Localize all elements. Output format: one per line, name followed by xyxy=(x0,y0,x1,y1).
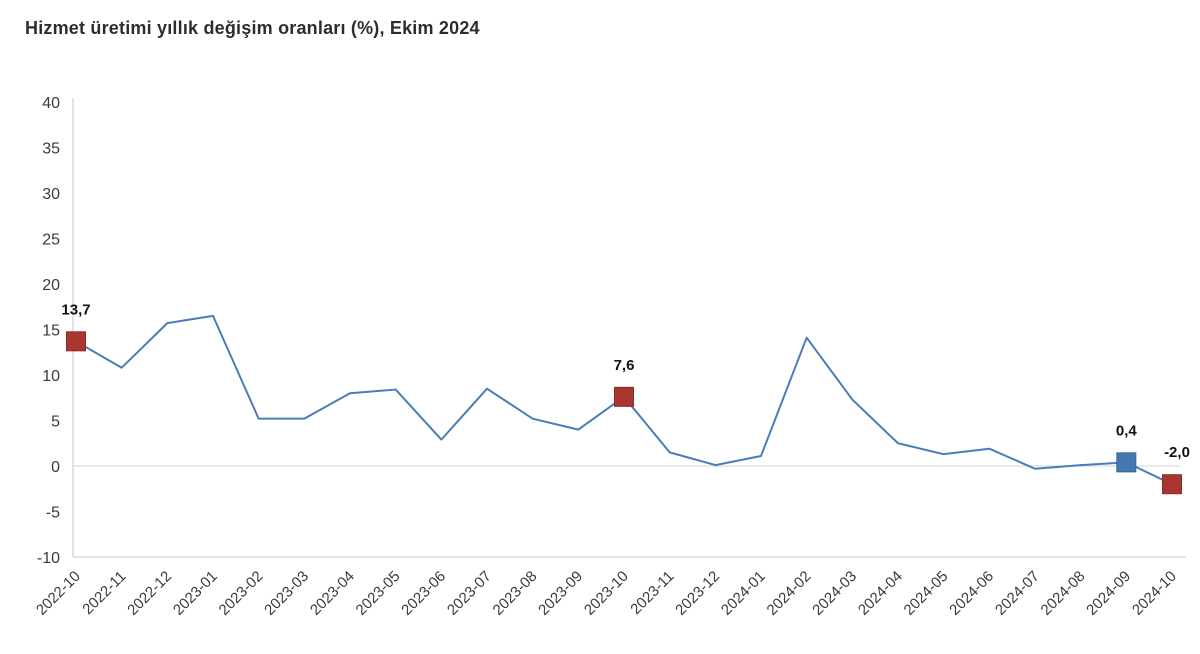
x-axis-label: 2024-06 xyxy=(946,568,997,619)
x-axis-label: 2024-02 xyxy=(764,568,815,619)
y-axis-label: 35 xyxy=(42,141,60,158)
x-axis-label: 2024-08 xyxy=(1038,568,1089,619)
x-axis-label: 2024-05 xyxy=(901,568,952,619)
y-axis-label: -10 xyxy=(37,550,60,567)
x-axis-label: 2023-02 xyxy=(216,568,267,619)
data-point-marker xyxy=(1116,452,1137,473)
x-axis-label: 2023-06 xyxy=(398,568,449,619)
data-point-label: 0,4 xyxy=(1116,422,1138,439)
y-axis-label: 15 xyxy=(42,323,60,340)
y-axis-label: 25 xyxy=(42,232,60,249)
x-axis-label: 2023-11 xyxy=(627,568,677,618)
x-axis-label: 2022-10 xyxy=(33,568,84,619)
chart-title: Hizmet üretimi yıllık değişim oranları (… xyxy=(25,18,480,38)
x-axis-label: 2023-01 xyxy=(170,568,221,619)
data-point-label: -2,0 xyxy=(1164,444,1190,461)
x-axis-label: 2023-04 xyxy=(307,568,358,619)
x-axis-label: 2023-03 xyxy=(261,568,312,619)
y-axis-label: 30 xyxy=(42,186,60,203)
y-axis-label: 5 xyxy=(51,414,60,431)
x-axis-label: 2024-09 xyxy=(1083,568,1134,619)
x-axis-label: 2022-11 xyxy=(79,568,129,618)
y-axis-label: 20 xyxy=(42,277,60,294)
x-axis-label: 2023-12 xyxy=(672,568,723,619)
x-axis-label: 2023-09 xyxy=(535,568,586,619)
x-axis-label: 2024-03 xyxy=(809,568,860,619)
x-axis-label: 2024-10 xyxy=(1129,568,1180,619)
data-point-marker xyxy=(614,386,634,407)
x-axis-label: 2022-12 xyxy=(124,568,175,619)
x-axis-label: 2024-01 xyxy=(718,568,769,619)
x-axis-label: 2024-07 xyxy=(992,568,1043,619)
y-axis-label: 10 xyxy=(42,368,60,385)
x-axis-label: 2023-08 xyxy=(490,568,541,619)
x-axis-label: 2023-10 xyxy=(581,568,632,619)
x-axis-label: 2024-04 xyxy=(855,568,906,619)
data-point-marker xyxy=(1162,474,1182,495)
y-axis-label: -5 xyxy=(46,505,60,522)
data-point-label: 7,6 xyxy=(614,357,635,374)
data-point-marker xyxy=(66,331,86,352)
data-point-label: 13,7 xyxy=(61,301,90,318)
x-axis-label: 2023-05 xyxy=(353,568,404,619)
y-axis-label: 40 xyxy=(42,95,60,112)
y-axis-label: 0 xyxy=(51,459,60,476)
x-axis-label: 2023-07 xyxy=(444,568,495,619)
